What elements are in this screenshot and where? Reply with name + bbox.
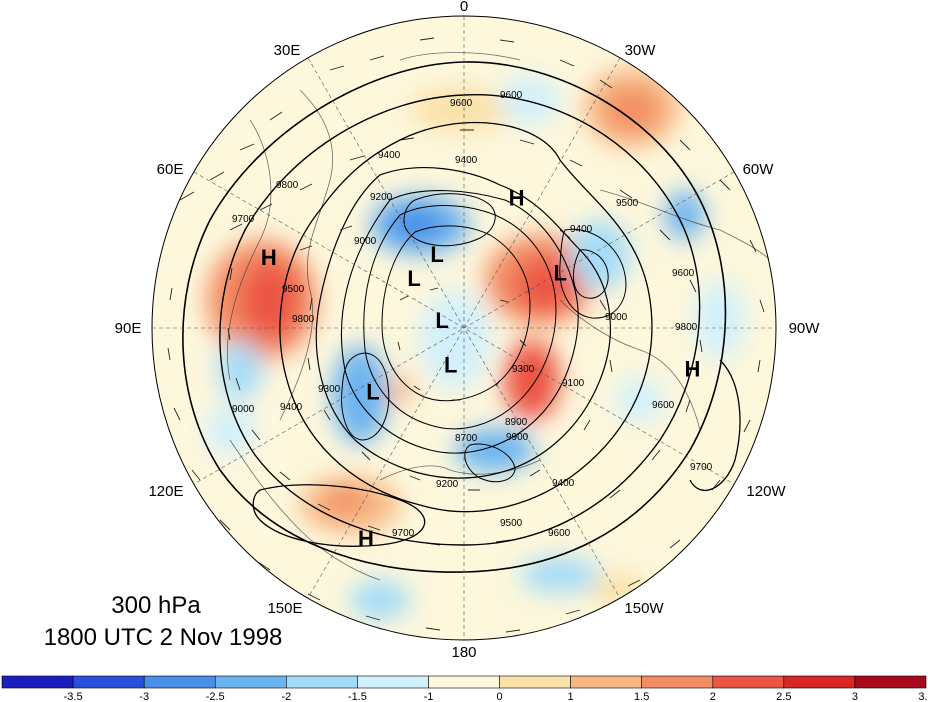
contour-label: 9000 (354, 236, 377, 247)
lon-label-60e: 60E (157, 161, 184, 178)
low-pressure-marker: L (435, 308, 448, 333)
colorbar-swatch (499, 675, 571, 689)
colorbar-tick-label: -3.5 (64, 691, 83, 702)
colorbar-swatch (285, 675, 358, 689)
colorbar-tick-label: 0 (496, 691, 502, 702)
colorbar-tick-label: 3 (852, 691, 858, 702)
lon-label-180: 180 (451, 644, 476, 661)
lon-label-150e: 150E (267, 600, 302, 617)
contour-label: 9200 (370, 192, 393, 203)
contour-label: 9400 (552, 478, 575, 489)
lon-label-30e: 30E (274, 42, 301, 59)
lon-label-60w: 60W (743, 161, 775, 178)
colorbar-tick-label: -2.5 (206, 691, 225, 702)
low-pressure-marker: L (407, 266, 420, 291)
contour-label: 9400 (280, 402, 303, 413)
contour-label: 9600 (450, 98, 473, 109)
colorbar-tick-label: -3 (139, 691, 149, 702)
contour-label: 9900 (506, 432, 529, 443)
colorbar-swatch (428, 675, 500, 689)
high-pressure-marker: H (358, 526, 374, 551)
colorbar-swatch (72, 675, 145, 689)
contour-label: 9700 (392, 528, 415, 539)
colorbar-swatch (1, 675, 74, 689)
contour-label: 9700 (690, 462, 713, 473)
contour-label: 9200 (436, 479, 459, 490)
contour-label: 9500 (616, 198, 639, 209)
low-pressure-marker: L (553, 261, 566, 286)
map-boundary (151, 15, 777, 641)
colorbar-swatch (854, 675, 927, 689)
colorbar-tick-label: 2.5 (776, 691, 791, 702)
valid-time-label: 1800 UTC 2 Nov 1998 (43, 624, 283, 651)
colorbar-tick-label: 2 (710, 691, 716, 702)
contour-label: 9800 (276, 180, 299, 191)
pressure-level-label: 300 hPa (111, 592, 201, 619)
lon-label-150w: 150W (624, 600, 664, 617)
contour-label: 9400 (570, 224, 593, 235)
colorbar-swatch (570, 675, 642, 689)
colorbar-tick-label: 3.5 (918, 691, 928, 702)
low-pressure-marker: L (444, 353, 457, 378)
contour-label: 9300 (318, 384, 341, 395)
lon-label-120e: 120E (148, 483, 183, 500)
lon-label-120w: 120W (746, 483, 786, 500)
contour-label: 9600 (672, 268, 695, 279)
high-pressure-marker: H (261, 245, 277, 270)
contour-label: 9800 (292, 314, 315, 325)
contour-label: 9000 (605, 312, 628, 323)
colorbar-swatch (143, 675, 216, 689)
colorbar-swatch (214, 675, 287, 689)
colorbar-tick-label: 1 (568, 691, 574, 702)
colorbar-tick-label: -1.5 (348, 691, 367, 702)
contour-label: 9600 (652, 400, 675, 411)
contour-label: 9600 (500, 90, 523, 101)
colorbar-swatch (783, 675, 856, 689)
lon-label-0: 0 (460, 0, 468, 15)
lon-label-90w: 90W (789, 320, 821, 337)
low-pressure-marker: L (366, 380, 379, 405)
contour-label: 9700 (232, 214, 255, 225)
contour-label: 9000 (232, 404, 255, 415)
colorbar-swatch (712, 675, 785, 689)
contour-label: 8900 (505, 417, 528, 428)
colorbar-swatch (357, 675, 429, 689)
contour-label: 9300 (512, 364, 535, 375)
colorbar-tick-label: -1 (424, 691, 434, 702)
colorbar-tick-label: -2 (281, 691, 291, 702)
colorbar-swatch (641, 675, 714, 689)
graticule (152, 16, 776, 640)
contour-label: 9400 (378, 150, 401, 161)
high-pressure-marker: H (509, 186, 525, 211)
contour-label: 9500 (500, 518, 523, 529)
colorbar-tick-label: 1.5 (634, 691, 649, 702)
colorbar: -3.5 -3 -2.5 -2 -1.5 -1 0 1 1.5 2 2.5 3 3.5 (1, 675, 928, 702)
contour-labels: 9600 9600 9400 9400 9200 9000 9800 9700 … (232, 90, 713, 539)
contour-label: 9800 (675, 322, 698, 333)
high-pressure-marker: H (684, 356, 700, 381)
longitude-labels: 0 30W 60W 90W 120W 150W 180 150E 120E 90… (115, 0, 821, 661)
contour-label: 8700 (455, 433, 478, 444)
contour-label: 9100 (562, 378, 585, 389)
low-pressure-marker: L (430, 242, 443, 267)
lon-label-90e: 90E (115, 320, 142, 337)
contour-label: 9600 (548, 528, 571, 539)
contour-label: 9400 (455, 155, 478, 166)
lon-label-30w: 30W (625, 42, 657, 59)
contour-label: 9500 (282, 284, 305, 295)
